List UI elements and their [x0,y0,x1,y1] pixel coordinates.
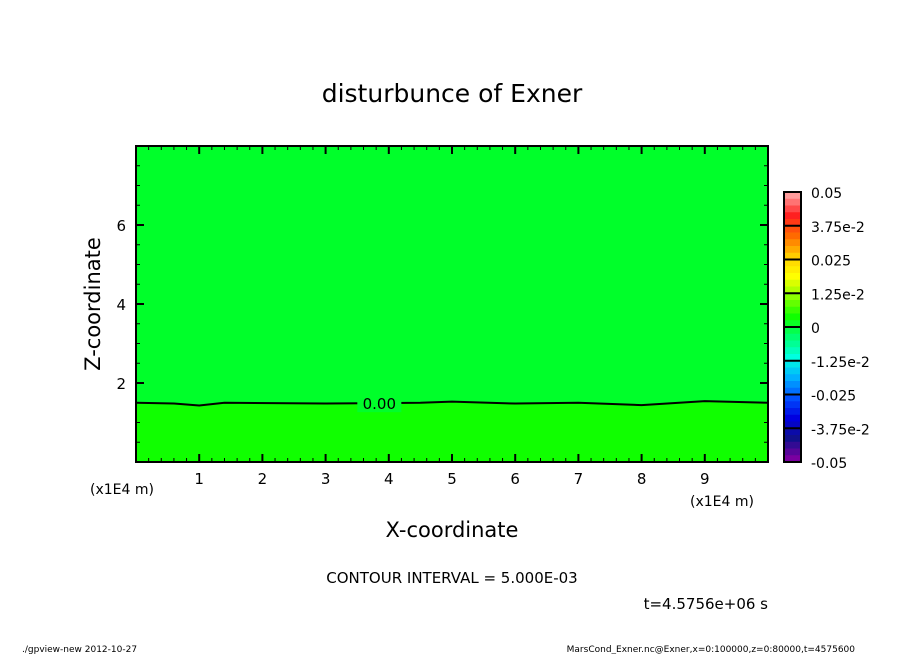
colorbar-cell [784,259,801,267]
colorbar-label: 0.05 [811,186,842,202]
x-tick-label: 2 [258,470,268,488]
colorbar-cell [784,455,801,463]
colorbar-label: 0 [811,321,820,337]
colorbar-cell [784,428,801,436]
colorbar-cell [784,205,801,213]
colorbar-cell [784,239,801,247]
contour-line [135,400,769,407]
x-unit-label-right: (x1E4 m) [690,494,754,510]
chart-title: disturbunce of Exner [322,79,583,108]
colorbar-cell [784,219,801,227]
y-tick-label: 6 [116,217,126,235]
colorbar-cell [784,354,801,362]
x-tick-label: 8 [637,470,647,488]
colorbar-label: 3.75e-2 [811,220,865,236]
colorbar-label: -3.75e-2 [811,422,870,438]
x-unit-label-left: (x1E4 m) [90,482,154,498]
region-positive [136,401,768,462]
colorbar-cell [784,448,801,456]
colorbar-cell [784,300,801,308]
colorbar-cell [784,367,801,375]
colorbar-cell [784,279,801,287]
footer-left: ./gpview-new 2012-10-27 [22,645,137,654]
colorbar-cell [784,212,801,220]
y-tick-label: 4 [116,296,126,314]
colorbar-cell [784,340,801,348]
colorbar-cell [784,401,801,409]
time-text: t=4.5756e+06 s [644,595,769,613]
colorbar-cell [784,374,801,382]
colorbar-cell [784,435,801,443]
x-tick-label: 5 [447,470,457,488]
colorbar-cell [784,320,801,328]
colorbar-cell [784,293,801,301]
x-tick-label: 7 [574,470,584,488]
colorbar-cell [784,333,801,341]
colorbar-cell [784,381,801,389]
colorbar-label: -1.25e-2 [811,355,870,371]
x-axis-label: X-coordinate [386,518,519,542]
x-tick-label: 4 [384,470,394,488]
colorbar-cell [784,347,801,355]
colorbar-frame [783,191,802,463]
y-axis-label: Z-coordinate [81,237,105,371]
colorbar-cell [784,286,801,294]
colorbar-cell [784,421,801,429]
colorbar-cell [784,394,801,402]
colorbar-cell [784,225,801,233]
colorbar-cell [784,252,801,260]
colorbar-cell [784,192,801,200]
x-tick-label: 9 [700,470,710,488]
colorbar-cell [784,408,801,416]
colorbar-cell [784,414,801,422]
colorbar-cell [784,266,801,274]
colorbar-label: -0.025 [811,389,856,405]
x-tick-label: 1 [194,470,204,488]
contour-interval-text: CONTOUR INTERVAL = 5.000E-03 [326,569,577,587]
colorbar-label: -0.05 [811,456,847,472]
x-tick-label: 3 [321,470,331,488]
colorbar-cell [784,313,801,321]
colorbar-cell [784,198,801,206]
colorbar-cell [784,441,801,449]
x-tick-label: 6 [510,470,520,488]
colorbar-cell [784,232,801,240]
colorbar-label: 0.025 [811,254,851,270]
contour-label: 0.00 [363,395,396,413]
colorbar-cell [784,387,801,395]
colorbar-cell [784,246,801,254]
colorbar-cell [784,327,801,335]
colorbar-cell [784,306,801,314]
contour-label-bg [357,394,402,413]
colorbar-label: 1.25e-2 [811,287,865,303]
footer-right: MarsCond_Exner.nc@Exner,x=0:100000,z=0:8… [567,645,856,654]
colorbar-cell [784,273,801,281]
colorbar-cell [784,360,801,368]
y-tick-label: 2 [116,375,126,393]
